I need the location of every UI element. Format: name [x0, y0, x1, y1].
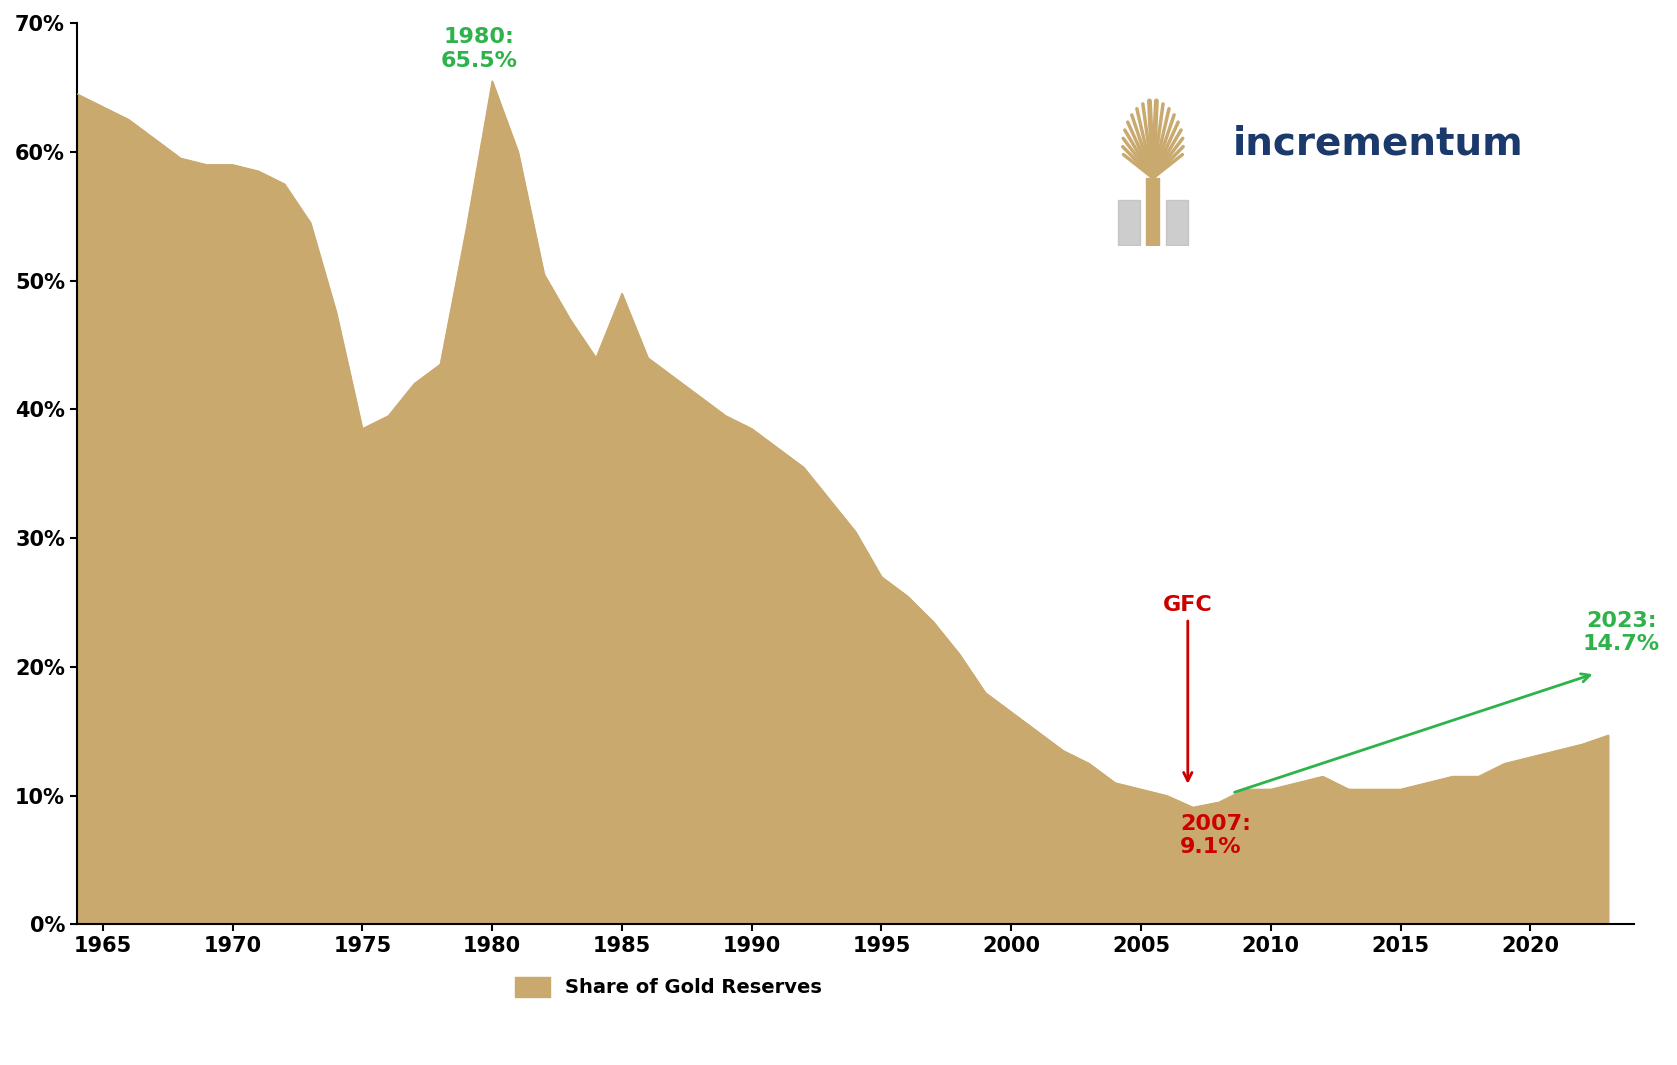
Text: 1980:
65.5%: 1980: 65.5%	[441, 28, 518, 70]
Text: 2007:
9.1%: 2007: 9.1%	[1181, 814, 1251, 857]
Text: incrementum: incrementum	[1233, 125, 1523, 163]
Text: 2023:
14.7%: 2023: 14.7%	[1583, 611, 1660, 654]
Text: GFC: GFC	[1162, 595, 1212, 781]
Legend: Share of Gold Reserves: Share of Gold Reserves	[506, 969, 830, 1005]
